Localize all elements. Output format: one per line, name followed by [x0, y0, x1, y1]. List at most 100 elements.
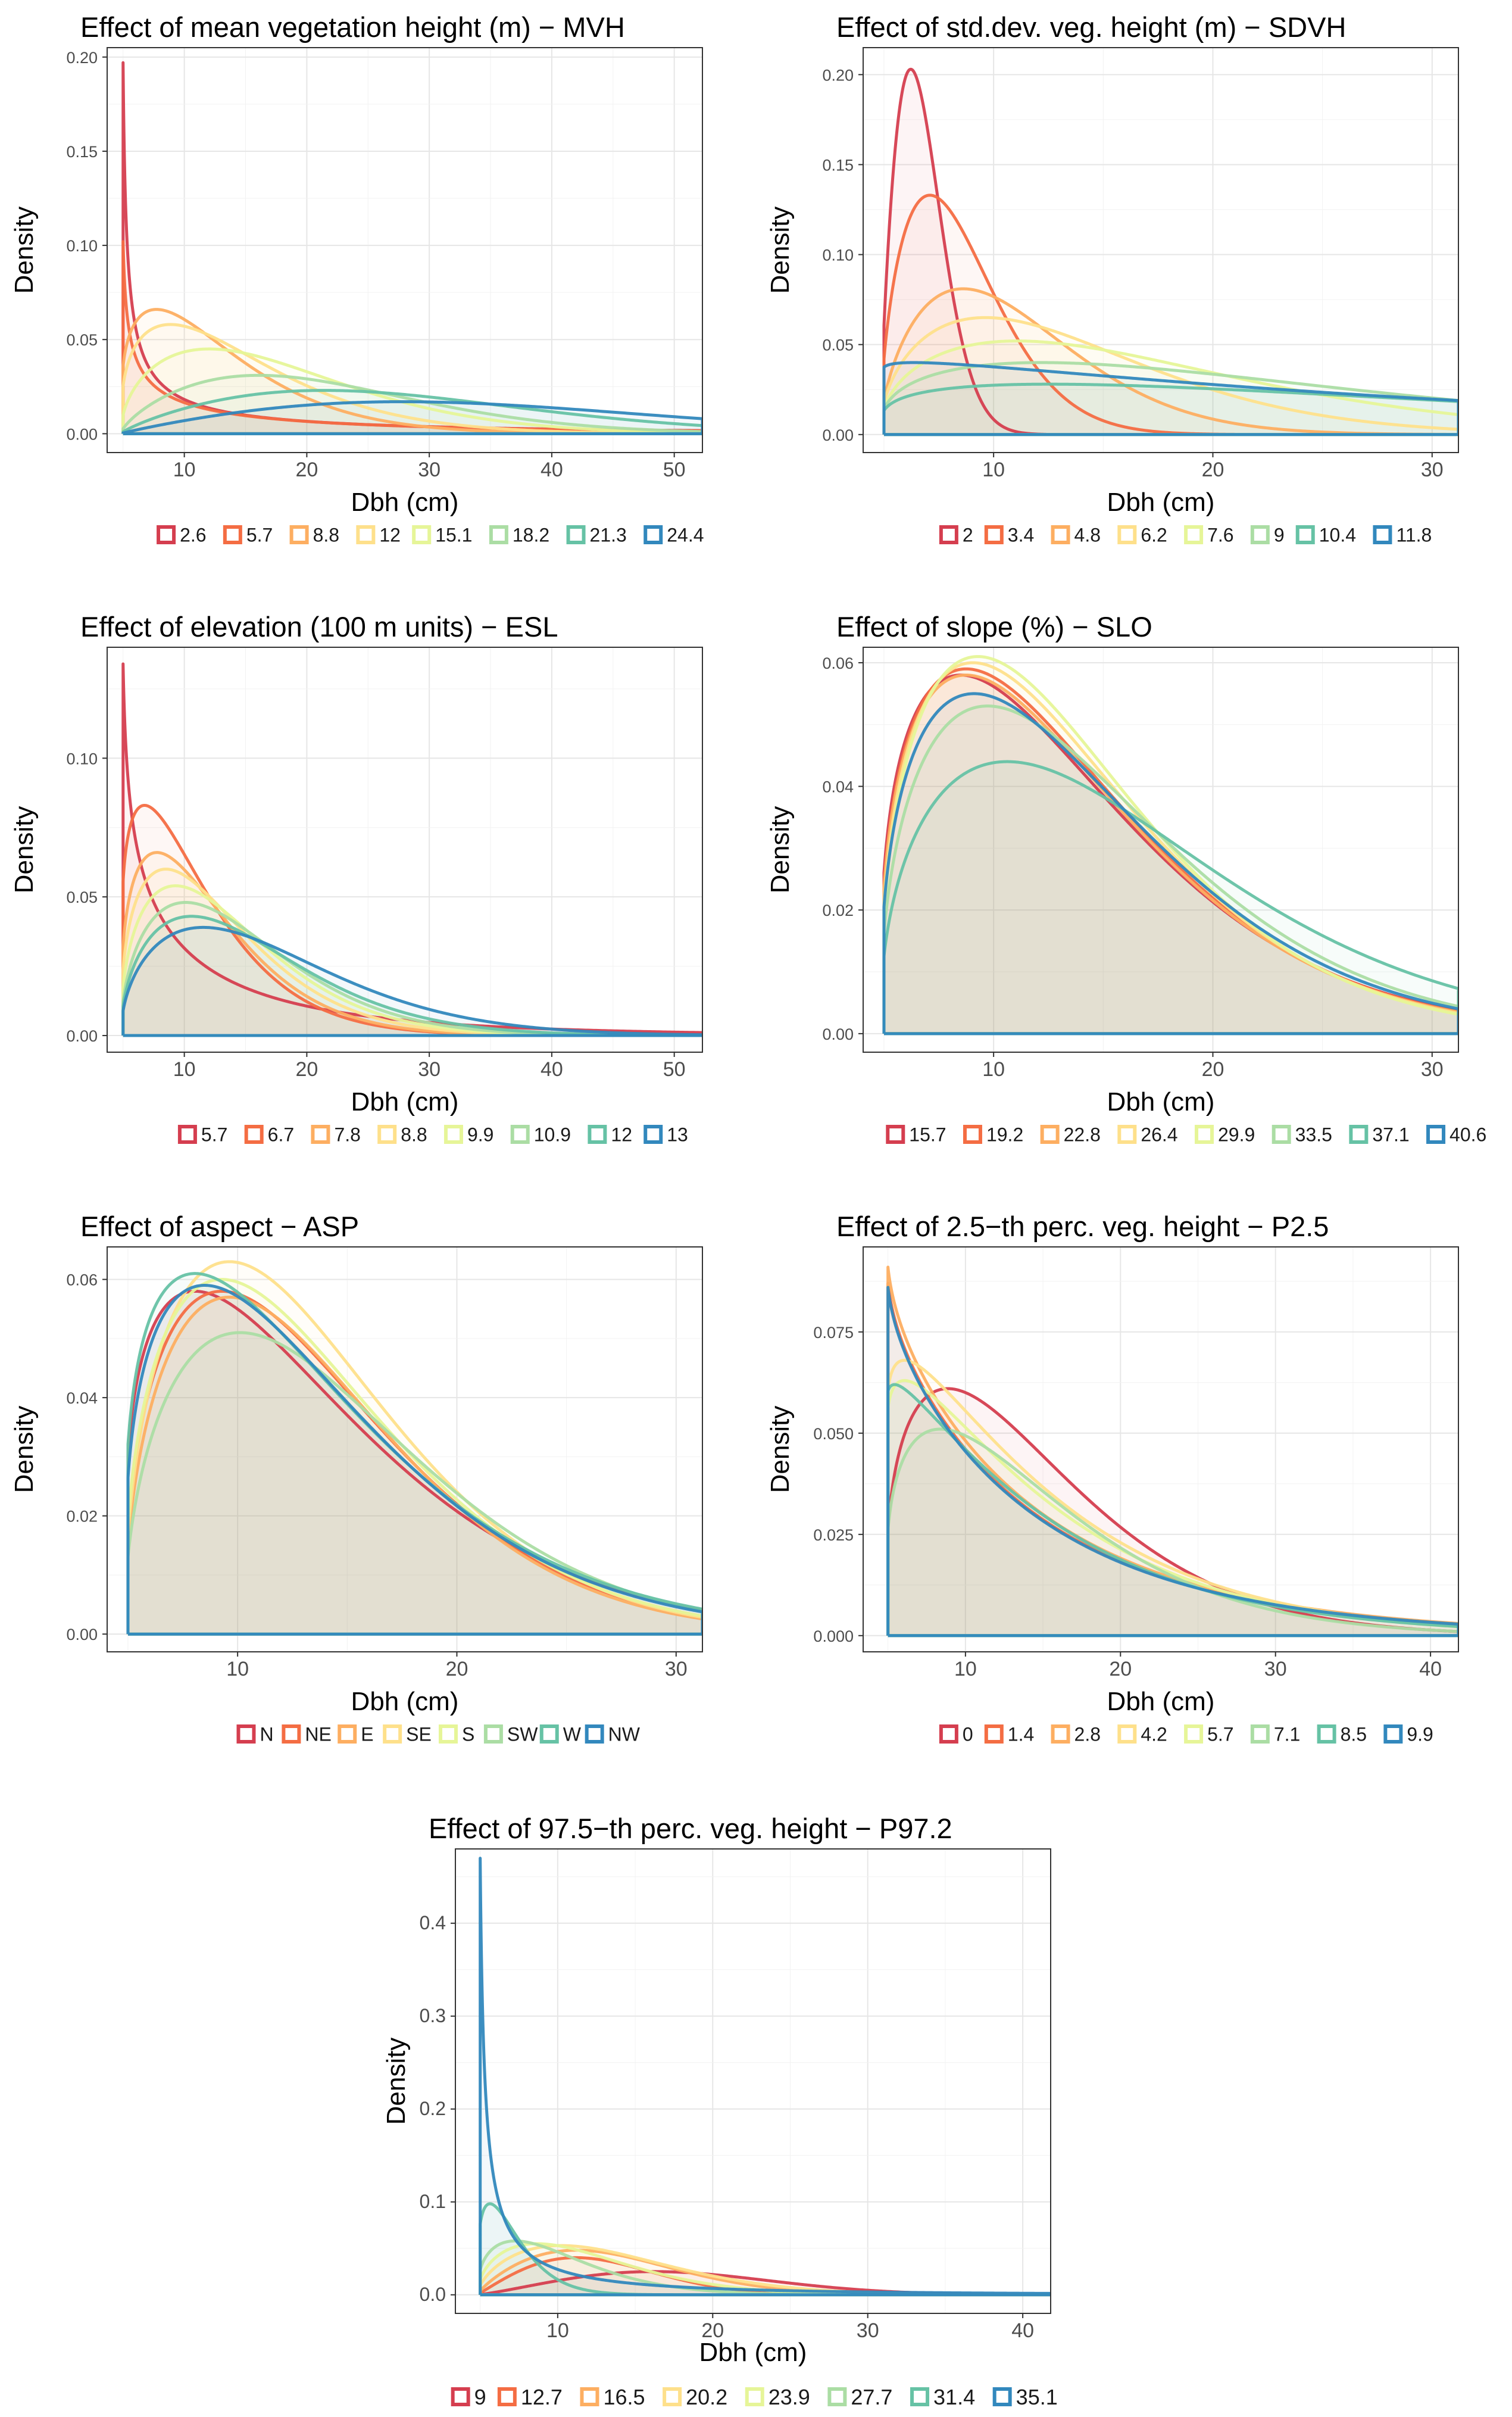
legend-item-33.5: 33.5 — [1272, 1124, 1332, 1146]
series-area-NW — [127, 1285, 702, 1635]
series-area-2 — [883, 69, 1458, 435]
legend-item-22.8: 22.8 — [1040, 1124, 1101, 1146]
series-line-S — [126, 1278, 702, 1636]
legend-key-21.3 — [566, 525, 586, 544]
legend-label-4.2: 4.2 — [1141, 1724, 1167, 1745]
legend-key-11.8 — [1373, 525, 1392, 544]
legend-label-E: E — [361, 1724, 373, 1745]
legend-item-15.7: 15.7 — [886, 1124, 946, 1146]
panel-sdvh: Effect of std.dev. veg. height (m) − SDV… — [766, 11, 1459, 546]
legend-key-15.1 — [412, 525, 432, 544]
legend-key-18.2 — [489, 525, 508, 544]
legend-item-7.8: 7.8 — [311, 1124, 361, 1146]
series-line-21.3 — [121, 389, 702, 435]
x-tick-label: 30 — [665, 1658, 688, 1680]
legend-item-11.8: 11.8 — [1373, 525, 1432, 546]
grid — [863, 1247, 1458, 1652]
legend-item-18.2: 18.2 — [489, 525, 549, 546]
series-area-9 — [883, 362, 1458, 435]
legend-key-13 — [643, 1125, 663, 1144]
legend-label-6.7: 6.7 — [268, 1124, 294, 1146]
legend-key-19.2 — [963, 1125, 982, 1144]
legend-key-12 — [356, 525, 376, 544]
y-axis-label: Density — [10, 207, 39, 294]
legend-item-12: 12 — [588, 1124, 632, 1146]
x-tick-label: 10 — [226, 1658, 249, 1680]
series-line-13 — [121, 925, 702, 1037]
x-tick-label: 10 — [173, 1058, 196, 1081]
panel-border — [107, 47, 703, 453]
legend-item-E: E — [338, 1724, 374, 1745]
legend-label-10.9: 10.9 — [534, 1124, 571, 1146]
x-tick-label: 30 — [418, 1058, 441, 1081]
legend-key-4.2 — [1117, 1724, 1137, 1744]
legend-key-1.4 — [984, 1724, 1004, 1744]
y-tick-label: 0.02 — [66, 1508, 98, 1526]
legend-label-SE: SE — [406, 1724, 432, 1745]
y-tick-label: 0.075 — [813, 1324, 854, 1342]
panel-border — [107, 1246, 703, 1652]
x-tick-label: 50 — [663, 459, 686, 481]
x-tick-label: 30 — [857, 2319, 879, 2342]
x-axis-label: Dbh (cm) — [699, 2338, 807, 2367]
chart-title: Effect of 97.5−th perc. veg. height − P9… — [429, 1813, 952, 1844]
y-axis-label: Density — [766, 806, 795, 894]
legend-key-24.4 — [643, 525, 663, 544]
legend-label-8.8: 8.8 — [401, 1124, 427, 1146]
x-tick-label: 30 — [1264, 1658, 1287, 1680]
series-area-W — [127, 1273, 702, 1635]
legend-item-7.1: 7.1 — [1250, 1724, 1300, 1745]
series-area-2.8 — [888, 1267, 1458, 1636]
plot-marks — [126, 1260, 702, 1636]
legend-key-26.4 — [1117, 1125, 1137, 1144]
y-tick-label: 0.4 — [420, 1912, 446, 1933]
legend-label-3.4: 3.4 — [1008, 525, 1034, 546]
y-tick-label: 0.15 — [822, 156, 854, 174]
x-axis-label: Dbh (cm) — [1107, 1087, 1215, 1117]
panel-mvh: Effect of mean vegetation height (m) − M… — [10, 11, 704, 546]
legend-item-6.2: 6.2 — [1117, 525, 1167, 546]
legend-key-9.9 — [1383, 1724, 1403, 1744]
legend-key-2.6 — [157, 525, 176, 544]
y-tick-label: 0.10 — [66, 750, 98, 768]
legend-label-40.6: 40.6 — [1449, 1124, 1486, 1146]
series-area-N — [127, 1291, 702, 1635]
legend-item-2: 2 — [939, 525, 973, 546]
legend-item-5.7: 5.7 — [1184, 1724, 1234, 1745]
legend-key-5.7 — [1184, 1724, 1204, 1744]
y-axis-label: Density — [766, 1406, 795, 1493]
series-line-15.1 — [121, 347, 702, 435]
legend-label-20.2: 20.2 — [686, 2385, 727, 2409]
legend-label-21.3: 21.3 — [590, 525, 627, 546]
plot-marks — [121, 662, 702, 1037]
legend-item-S: S — [439, 1724, 474, 1745]
series-area-3.4 — [883, 195, 1458, 435]
y-tick-label: 0.00 — [66, 1626, 98, 1643]
legend-item-21.3: 21.3 — [566, 525, 627, 546]
legend-label-15.7: 15.7 — [909, 1124, 946, 1146]
y-tick-label: 0.00 — [822, 1025, 854, 1043]
legend-label-35.1: 35.1 — [1016, 2385, 1058, 2409]
legend-label-22.8: 22.8 — [1064, 1124, 1101, 1146]
legend-key-5.7 — [177, 1125, 197, 1144]
series-line-8.5 — [886, 1383, 1458, 1638]
series-line-5.7 — [121, 240, 702, 435]
legend-label-31.4: 31.4 — [933, 2385, 975, 2409]
series-area-10.4 — [883, 384, 1458, 435]
legend-item-NW: NW — [585, 1724, 641, 1745]
x-tick-label: 40 — [1419, 1658, 1442, 1680]
series-area-4.2 — [888, 1360, 1458, 1636]
x-tick-label: 10 — [982, 1058, 1005, 1081]
plot-marks — [882, 67, 1458, 436]
legend-key-N — [236, 1724, 256, 1744]
legend-label-9: 9 — [474, 2385, 486, 2409]
legend-label-W: W — [563, 1724, 582, 1745]
legend-label-6.2: 6.2 — [1141, 525, 1167, 546]
legend-label-N: N — [260, 1724, 273, 1745]
legend-label-23.9: 23.9 — [769, 2385, 810, 2409]
legend-label-24.4: 24.4 — [667, 525, 704, 546]
legend: N NE E SE S SW W NW — [236, 1724, 641, 1745]
y-axis-label: Density — [10, 806, 39, 894]
x-axis-label: Dbh (cm) — [1107, 1687, 1215, 1716]
y-tick-label: 0.04 — [66, 1389, 98, 1407]
